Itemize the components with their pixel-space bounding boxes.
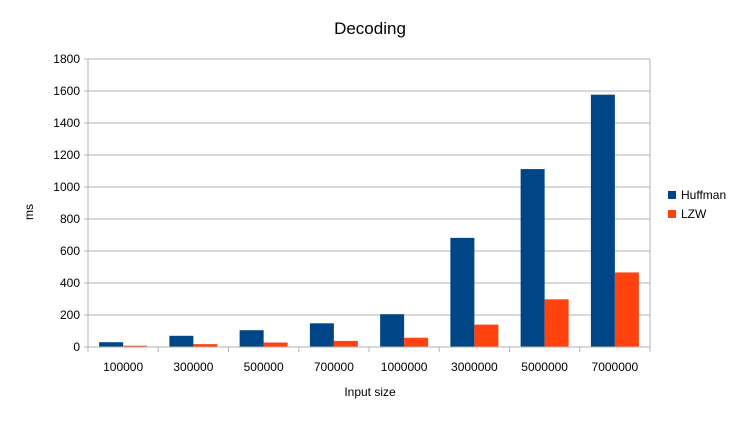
y-axis-label: ms (22, 204, 36, 220)
y-tick-label: 1800 (53, 52, 80, 66)
chart-title: Decoding (334, 19, 406, 38)
legend: Huffman LZW (668, 188, 726, 221)
bar-huffman-300000 (169, 335, 194, 347)
y-tick-label: 1000 (53, 180, 80, 194)
x-tick-label: 700000 (314, 360, 354, 374)
x-tick-label: 3000000 (451, 360, 498, 374)
bar-huffman-500000 (239, 330, 264, 347)
bar-lzw-3000000 (474, 324, 499, 347)
bar-huffman-700000 (309, 323, 334, 347)
y-tick-label: 1600 (53, 84, 80, 98)
x-tick-label: 500000 (244, 360, 284, 374)
y-tick-label: 200 (60, 308, 80, 322)
y-tick-label: 400 (60, 276, 80, 290)
legend-label-huffman: Huffman (681, 188, 726, 202)
legend-swatch-lzw (668, 210, 676, 218)
y-tick-label: 800 (60, 212, 80, 226)
gridlines (88, 58, 650, 316)
x-axis-label: Input size (344, 385, 396, 399)
bar-lzw-1000000 (404, 337, 429, 347)
x-tick-label: 300000 (173, 360, 213, 374)
legend-swatch-huffman (668, 191, 676, 199)
x-tick-label: 1000000 (381, 360, 428, 374)
bar-lzw-300000 (193, 344, 218, 347)
x-tick-label: 7000000 (592, 360, 639, 374)
x-tick-label: 5000000 (521, 360, 568, 374)
bars (99, 94, 639, 348)
bar-lzw-5000000 (544, 299, 569, 347)
bar-lzw-100000 (123, 345, 148, 347)
y-tick-label: 1200 (53, 148, 80, 162)
axes: 0 200 400 600 800 1000 1200 1400 1600 1800 100000 3… (53, 52, 651, 374)
bar-lzw-700000 (333, 340, 358, 347)
y-tick-label: 1400 (53, 116, 80, 130)
bar-huffman-1000000 (380, 314, 405, 347)
bar-huffman-3000000 (450, 237, 475, 347)
y-tick-label: 0 (73, 340, 80, 354)
x-tick-label: 100000 (103, 360, 143, 374)
bar-huffman-5000000 (520, 169, 545, 347)
bar-huffman-7000000 (590, 94, 615, 348)
bar-huffman-100000 (99, 342, 124, 347)
bar-lzw-7000000 (614, 272, 639, 347)
y-tick-label: 600 (60, 244, 80, 258)
bar-lzw-500000 (263, 342, 288, 347)
legend-label-lzw: LZW (681, 207, 707, 221)
